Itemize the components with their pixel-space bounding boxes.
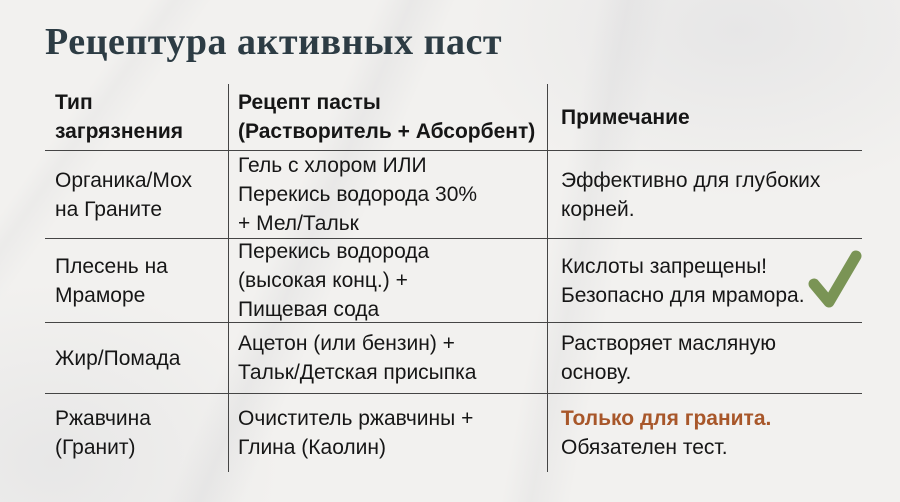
cell-row2-recipe: Перекись водорода (высокая конц.) + Пище… xyxy=(228,239,547,323)
cell-row2-type: Плесень на Мраморе xyxy=(45,239,228,323)
cell-row4-type: Ржавчина (Гранит) xyxy=(55,407,151,459)
cell-row4-recipe: Очиститель ржавчины + Глина (Каолин) xyxy=(228,394,547,472)
cell-row1-recipe: Гель с хлором ИЛИ Перекись водорода 30% … xyxy=(228,151,547,239)
cell-row1-type: Органика/Мох на Граните xyxy=(45,151,228,239)
cell-row1-note: Эффективно для глубоких корней. xyxy=(547,151,862,239)
column-header-recipe: Рецепт пасты (Растворитель + Абсорбент) xyxy=(228,84,547,151)
cell-row3-note: Растворяет масляную основу. xyxy=(547,323,862,394)
cell-row3-type: Жир/Помада xyxy=(45,323,228,394)
recipe-table: Тип загрязнения Рецепт пасты (Растворите… xyxy=(45,84,862,472)
cell-row3-recipe: Ацетон (или бензин) + Тальк/Детская прис… xyxy=(228,323,547,394)
checkmark-icon xyxy=(808,250,862,308)
note-warning-text: Только для гранита. xyxy=(561,407,772,430)
column-header-type: Тип загрязнения xyxy=(45,84,228,151)
cell-row4-note: Только для гранита. Обязателен тест. xyxy=(547,394,862,472)
note-text: Кислоты запрещены! Безопасно для мрамора… xyxy=(561,254,805,307)
note-text: Обязателен тест. xyxy=(561,436,728,459)
column-header-note: Примечание xyxy=(547,84,862,151)
cell-row2-note: Кислоты запрещены! Безопасно для мрамора… xyxy=(547,239,862,323)
page-title: Рецептура активных паст xyxy=(45,21,502,63)
